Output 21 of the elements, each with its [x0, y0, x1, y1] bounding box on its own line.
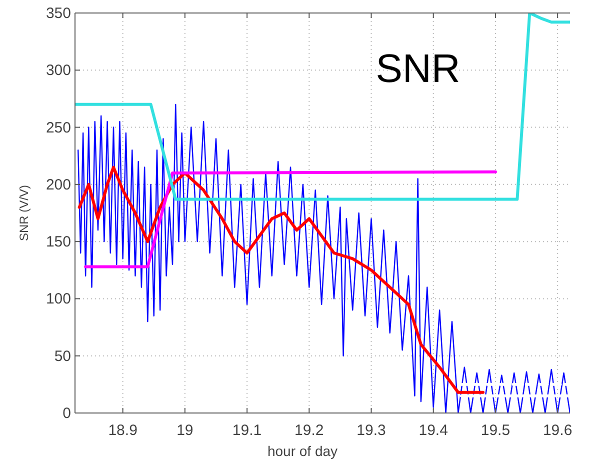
x-tick-label: 19.5 [480, 422, 510, 439]
x-tick-label: 18.9 [108, 422, 138, 439]
y-tick-label: 150 [46, 234, 71, 251]
text: SNR [376, 47, 460, 91]
x-tick-label: 19.1 [232, 422, 262, 439]
y-tick-label: 250 [46, 119, 71, 136]
y-tick-label: 200 [46, 176, 71, 194]
x-axis-title: hour of day [267, 443, 338, 459]
x-tick-label: 19.3 [356, 422, 386, 439]
y-tick-label: 350 [46, 5, 71, 22]
x-tick-label: 19 [176, 422, 194, 439]
x-tick-label: 19.6 [542, 422, 572, 439]
y-axis-title: SNR (V/V) [17, 184, 31, 242]
line-series [78, 166, 485, 394]
line-series [78, 104, 570, 413]
y-tick-label: 50 [54, 348, 71, 365]
x-tick-label: 19.2 [294, 422, 324, 439]
y-tick-label: 0 [62, 405, 71, 422]
x-tick-label: 19.4 [418, 422, 448, 439]
y-tick-label: 100 [46, 290, 71, 308]
y-tick-label: 300 [46, 62, 71, 80]
